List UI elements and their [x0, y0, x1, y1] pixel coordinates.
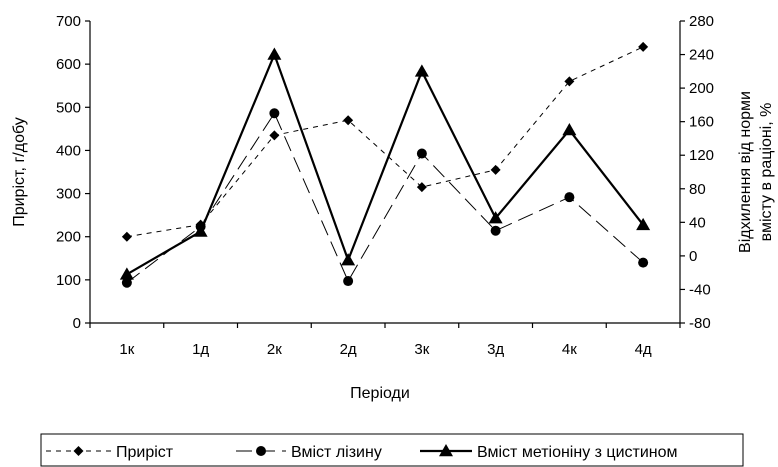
right-tick-label: 40	[689, 214, 706, 231]
x-tick-label: 1к	[119, 341, 134, 358]
data-point	[193, 224, 208, 237]
y-axis-title: Приріст, г/добу	[11, 117, 28, 227]
left-tick-label: 600	[56, 56, 81, 73]
series-layer	[119, 41, 651, 288]
x-tick-label: 2к	[267, 341, 282, 358]
data-point	[343, 115, 354, 126]
left-tick-label: 100	[56, 272, 81, 289]
data-point	[414, 64, 429, 77]
right-tick-label: 120	[689, 147, 714, 164]
x-tick-label: 3к	[414, 341, 429, 358]
x-axis-ticks: 1к 1д 2к 2д 3к 3д 4к 4д	[89, 323, 681, 358]
axes	[89, 21, 681, 324]
legend-frame	[40, 433, 744, 467]
y2-axis-title-line-2: вмісту в раціоні, %	[758, 103, 775, 242]
x-tick-label: 2д	[340, 341, 357, 358]
data-point	[121, 277, 132, 288]
x-axis-title: Періоди	[350, 385, 410, 402]
legend-marker	[256, 446, 266, 456]
right-tick-label: 200	[689, 80, 714, 97]
data-point	[490, 164, 501, 175]
y2-axis-title-line-1: Відхилення від норми	[737, 91, 754, 253]
legend-label: Вміст лізину	[291, 444, 382, 461]
left-axis-ticks: 0 100 200 300 400 500 600 700	[56, 13, 90, 332]
data-point	[638, 41, 649, 52]
x-tick-label: 4к	[562, 341, 577, 358]
x-tick-label: 4д	[635, 341, 652, 358]
data-point	[343, 276, 354, 287]
left-tick-label: 0	[73, 315, 81, 332]
right-tick-label: -40	[689, 281, 711, 298]
left-tick-label: 700	[56, 13, 81, 30]
data-point	[267, 47, 282, 60]
data-point	[341, 253, 356, 266]
series-2	[121, 108, 649, 288]
data-point	[564, 76, 575, 87]
legend-marker	[73, 446, 84, 456]
data-point	[638, 257, 649, 268]
data-point	[416, 182, 427, 193]
series-1	[121, 41, 649, 242]
data-point	[564, 192, 575, 203]
legend-item: Вміст лізину	[236, 444, 382, 461]
data-point	[416, 148, 427, 159]
left-tick-label: 200	[56, 229, 81, 246]
series-line	[126, 112, 644, 284]
right-tick-label: -80	[689, 315, 711, 332]
legend-item: Вміст метіоніну з цистином	[420, 444, 678, 461]
x-tick-label: 1д	[192, 341, 209, 358]
right-axis-ticks: -80 -40 0 40 80 120 160 200 240 280	[680, 13, 714, 332]
data-point	[119, 267, 134, 280]
right-tick-label: 160	[689, 114, 714, 131]
data-point	[269, 130, 280, 141]
left-tick-label: 400	[56, 142, 81, 159]
right-tick-label: 0	[689, 248, 697, 265]
right-tick-label: 280	[689, 13, 714, 30]
legend-marker	[439, 444, 453, 457]
data-point	[488, 211, 503, 224]
left-tick-label: 500	[56, 99, 81, 116]
series-line	[126, 46, 644, 238]
x-tick-label: 3д	[487, 341, 504, 358]
data-point	[269, 108, 280, 119]
series-3	[119, 47, 651, 280]
right-tick-label: 240	[689, 47, 714, 64]
legend-item: Приріст	[46, 444, 174, 461]
data-point	[121, 231, 132, 242]
data-point	[562, 123, 577, 136]
legend: Приріст Вміст лізину Вміст метіоніну з цис…	[40, 433, 744, 467]
series-line	[126, 51, 644, 276]
data-point	[490, 225, 501, 236]
right-tick-label: 80	[689, 181, 706, 198]
legend-label: Вміст метіоніну з цистином	[477, 444, 678, 461]
data-point	[636, 217, 651, 231]
left-tick-label: 300	[56, 186, 81, 203]
legend-label: Приріст	[116, 444, 174, 461]
